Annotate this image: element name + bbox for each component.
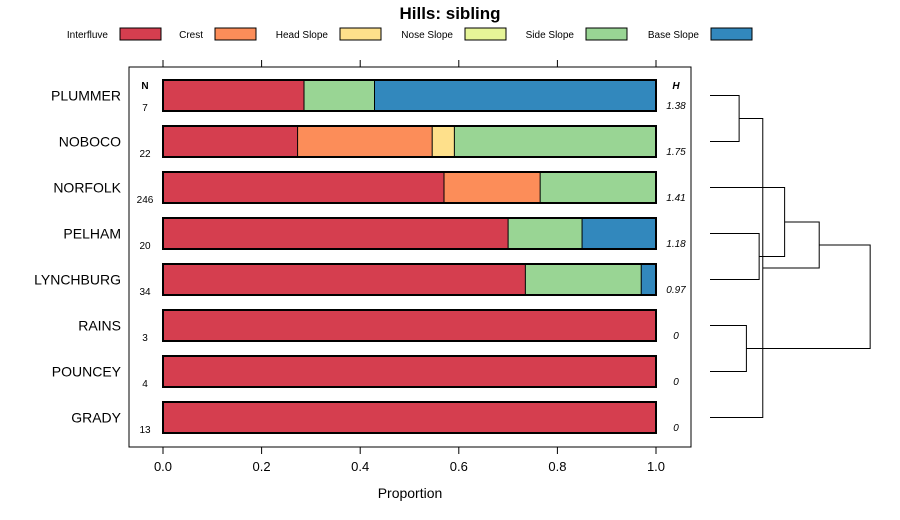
legend-swatch-side-slope: [585, 27, 628, 41]
bar-outline: [162, 79, 657, 112]
row-h-value: 1.18: [666, 239, 686, 250]
legend-label-side-slope: Side Slope: [526, 30, 575, 41]
row-n-value: 246: [137, 195, 154, 206]
bar-row: PLUMMER 7 1.38: [51, 79, 686, 114]
row-h-value: 1.75: [666, 147, 686, 158]
dendrogram-link: [710, 95, 740, 142]
bar-segment-side-slope: [508, 218, 583, 249]
legend-swatch-crest: [214, 27, 257, 41]
bar-outline: [162, 309, 657, 342]
top-axis-ticks: [162, 60, 657, 67]
row-n-value: 20: [139, 241, 151, 252]
chart-title: Hills: sibling: [399, 4, 500, 23]
bar-segment-base-slope: [582, 218, 656, 249]
bar-outline: [162, 355, 657, 388]
row-label: LYNCHBURG: [34, 272, 121, 288]
row-h-value: 0: [673, 377, 679, 388]
h-column-header: H: [672, 81, 680, 92]
legend-swatch-base-slope: [710, 27, 753, 41]
row-n-value: 4: [142, 379, 148, 390]
x-tick-label: 0.2: [253, 459, 271, 474]
row-label: POUNCEY: [52, 364, 122, 380]
bar-segment-interfluve: [163, 264, 526, 295]
bar-outline: [162, 263, 657, 296]
row-n-value: 7: [142, 103, 148, 114]
row-label: NOBOCO: [59, 134, 121, 150]
bar-segment-interfluve: [163, 126, 298, 157]
row-h-value: 0: [673, 331, 679, 342]
bar-outline: [162, 171, 657, 204]
x-tick-label: 0.0: [154, 459, 172, 474]
bar-segment-base-slope: [641, 264, 656, 295]
bar-segment-side-slope: [303, 80, 375, 111]
bar-outline: [162, 217, 657, 250]
legend: Interfluve Crest Head Slope Nose Slope Side …: [67, 27, 753, 41]
row-h-value: 1.41: [666, 193, 685, 204]
legend-swatch-nose-slope: [464, 27, 507, 41]
legend-label-head-slope: Head Slope: [276, 30, 329, 41]
x-tick-label: 0.8: [548, 459, 566, 474]
bar-segment-crest: [444, 172, 541, 203]
bar-row: NORFOLK 246 1.41: [53, 171, 686, 206]
bar-segment-interfluve: [163, 402, 656, 433]
row-label: GRADY: [71, 410, 121, 426]
row-n-value: 34: [139, 287, 151, 298]
legend-label-crest: Crest: [179, 30, 203, 41]
row-label: RAINS: [78, 318, 121, 334]
bar-segment-base-slope: [374, 80, 656, 111]
legend-label-interfluve: Interfluve: [67, 30, 109, 41]
bar-segment-side-slope: [454, 126, 656, 157]
bar-segment-interfluve: [163, 218, 509, 249]
row-n-value: 22: [139, 149, 151, 160]
bar-segment-head-slope: [432, 126, 455, 157]
x-axis: 0.0 0.2 0.4 0.6 0.8 1.0: [154, 447, 665, 474]
legend-label-nose-slope: Nose Slope: [401, 30, 453, 41]
bar-outline: [162, 401, 657, 434]
bar-outline: [162, 125, 657, 158]
bar-row: LYNCHBURG 34 0.97: [34, 263, 686, 298]
dendrogram-link: [762, 221, 820, 269]
bar-row: PELHAM 20 1.18: [63, 217, 686, 252]
bar-rows: PLUMMER 7 1.38 NOBOCO 22 1.75 NORFOLK 246 1.41 PE…: [34, 79, 686, 436]
legend-swatch-interfluve: [119, 27, 162, 41]
bar-segment-crest: [297, 126, 433, 157]
bar-row: GRADY 13 0: [71, 401, 679, 436]
legend-swatch-head-slope: [339, 27, 382, 41]
bar-segment-side-slope: [525, 264, 642, 295]
row-label: PLUMMER: [51, 88, 121, 104]
bar-row: NOBOCO 22 1.75: [59, 125, 686, 160]
bar-row: RAINS 3 0: [78, 309, 679, 344]
n-column-header: N: [141, 81, 148, 92]
x-tick-label: 0.4: [351, 459, 369, 474]
bar-segment-side-slope: [540, 172, 656, 203]
dendrogram-link: [746, 244, 871, 349]
dendrogram-link: [710, 187, 786, 257]
row-n-value: 13: [139, 425, 151, 436]
dendrogram-link: [710, 233, 760, 280]
row-h-value: 1.38: [666, 101, 686, 112]
row-label: PELHAM: [63, 226, 121, 242]
legend-label-base-slope: Base Slope: [648, 30, 700, 41]
dendrogram-link: [710, 325, 747, 372]
x-axis-title: Proportion: [378, 485, 443, 501]
dendrogram-link: [710, 118, 764, 418]
bar-segment-interfluve: [163, 80, 304, 111]
row-label: NORFOLK: [53, 180, 121, 196]
dendrogram: [710, 95, 871, 418]
bar-segment-interfluve: [163, 310, 656, 341]
plot-frame: [128, 66, 692, 448]
bar-segment-interfluve: [163, 356, 656, 387]
row-h-value: 0.97: [666, 285, 686, 296]
bar-row: POUNCEY 4 0: [52, 355, 679, 390]
row-n-value: 3: [142, 333, 148, 344]
row-h-value: 0: [673, 423, 679, 434]
bar-segment-interfluve: [163, 172, 445, 203]
x-tick-label: 0.6: [450, 459, 468, 474]
x-tick-label: 1.0: [647, 459, 665, 474]
